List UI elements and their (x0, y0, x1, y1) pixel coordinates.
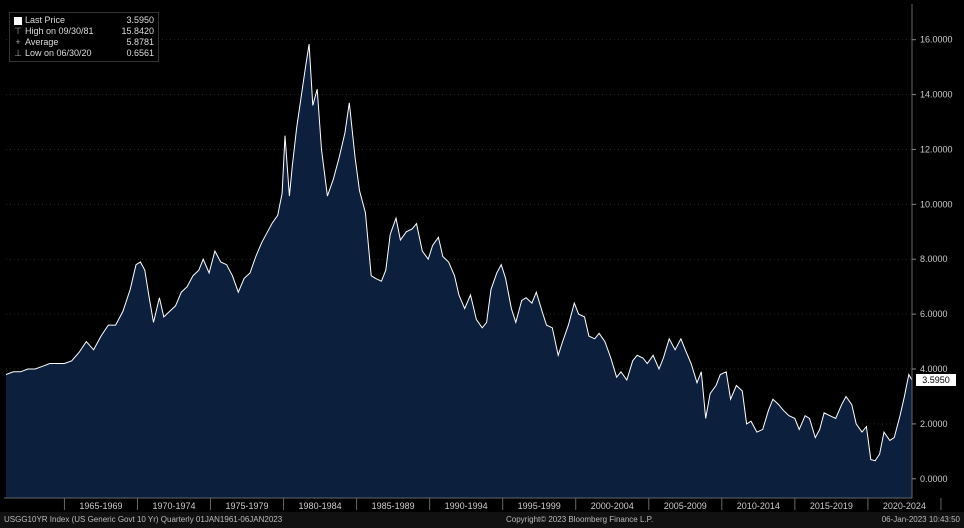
x-tick-label: 2005-2009 (664, 501, 707, 511)
x-tick-label: 2000-2004 (591, 501, 634, 511)
legend-high-label: High on 09/30/81 (25, 26, 94, 36)
footer-bar: USGG10YR Index (US Generic Govt 10 Yr) Q… (0, 512, 964, 528)
y-tick-label: 10.0000 (920, 199, 953, 209)
average-marker-icon: + (15, 37, 21, 47)
legend-avg-value: 5.8781 (126, 37, 154, 47)
low-marker-icon: ⊥ (14, 48, 22, 58)
last-price-tag: 3.5950 (916, 374, 956, 387)
footer-timestamp: 06-Jan-2023 10:43:50 (881, 515, 960, 524)
y-tick-label: 12.0000 (920, 144, 953, 154)
legend-last-row: Last Price 3.5950 (14, 15, 154, 26)
x-tick-label: 2020-2024 (883, 501, 926, 511)
x-tick-label: 1980-1984 (299, 501, 342, 511)
legend-low-value: 0.6561 (126, 48, 154, 58)
y-tick-label: 8.0000 (920, 254, 948, 264)
y-tick-label: 2.0000 (920, 419, 948, 429)
area-fill (6, 44, 912, 498)
footer-copyright: Copyright© 2023 Bloomberg Finance L.P. (506, 515, 654, 524)
legend-high-value: 15.8420 (121, 26, 154, 36)
x-tick-label: 1970-1974 (152, 501, 195, 511)
last-price-swatch-icon (14, 16, 22, 25)
y-tick-label: 16.0000 (920, 35, 953, 45)
x-tick-label: 1990-1994 (445, 501, 488, 511)
high-marker-icon: ⊤ (14, 26, 22, 36)
footer-security: USGG10YR Index (US Generic Govt 10 Yr) Q… (4, 515, 283, 524)
x-tick-label: 2015-2019 (810, 501, 853, 511)
x-tick-label: 1975-1979 (226, 501, 269, 511)
x-tick-label: 1995-1999 (518, 501, 561, 511)
y-tick-label: 0.0000 (920, 474, 948, 484)
legend-avg-row: + Average 5.8781 (14, 37, 154, 48)
legend-high-row: ⊤ High on 09/30/81 15.8420 (14, 26, 154, 37)
legend-last-label: Last Price (25, 15, 66, 25)
x-tick-label: 1985-1989 (372, 501, 415, 511)
legend-box: Last Price 3.5950 ⊤ High on 09/30/81 15.8… (9, 12, 159, 62)
series-line (5, 44, 913, 462)
x-tick-label: 1965-1969 (79, 501, 122, 511)
y-tick-label: 6.0000 (920, 309, 948, 319)
legend-avg-label: Average (25, 37, 59, 47)
y-tick-label: 4.0000 (920, 364, 948, 374)
legend-last-value: 3.5950 (126, 15, 154, 25)
x-tick-label: 2010-2014 (737, 501, 780, 511)
legend-low-label: Low on 06/30/20 (25, 48, 92, 58)
y-tick-label: 14.0000 (920, 90, 953, 100)
legend-low-row: ⊥ Low on 06/30/20 0.6561 (14, 48, 154, 59)
